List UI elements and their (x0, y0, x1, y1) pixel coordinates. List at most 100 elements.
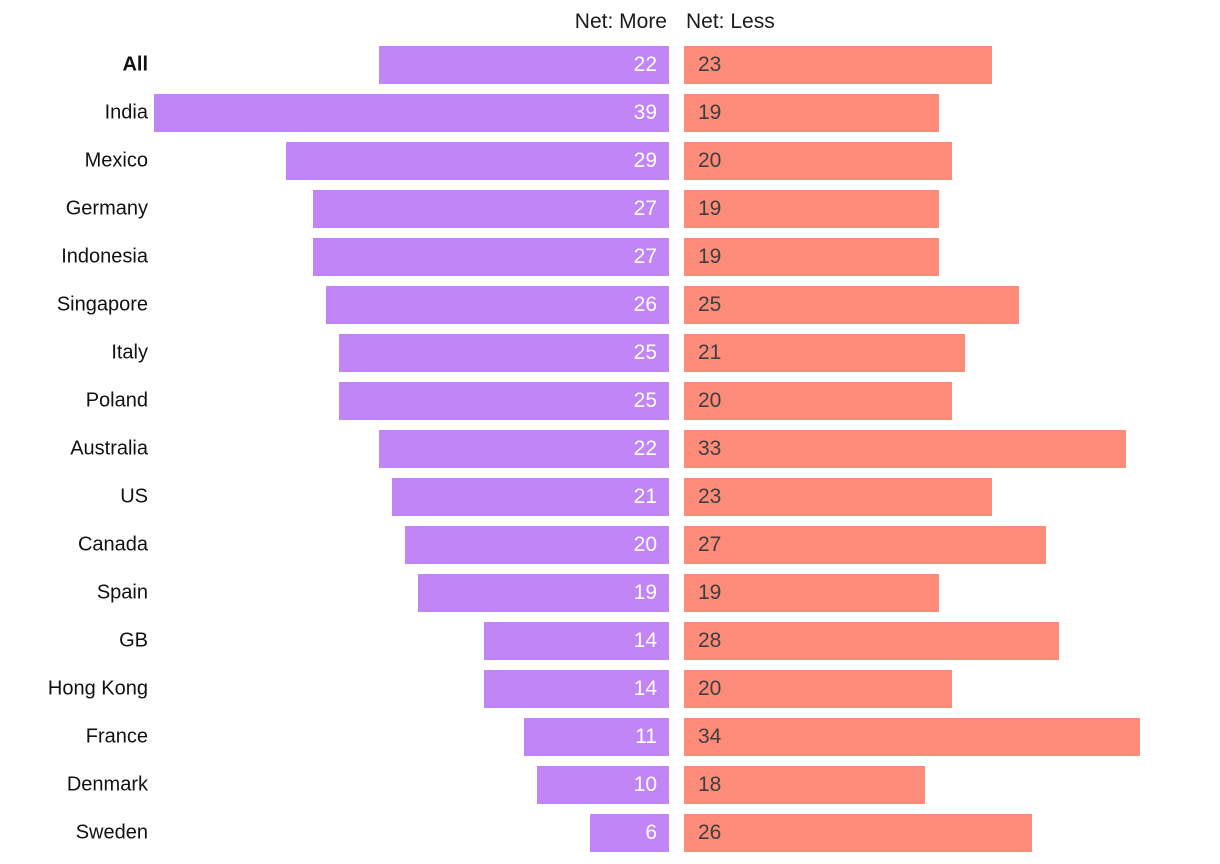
net-more-bar: 19 (418, 574, 669, 612)
chart-row: GB 14 28 (0, 617, 1220, 665)
chart-row: Poland 25 20 (0, 377, 1220, 425)
chart-row: Australia 22 33 (0, 425, 1220, 473)
net-more-column-header: Net: More (574, 10, 667, 33)
net-more-bar: 25 (339, 334, 669, 372)
net-less-value: 20 (698, 149, 722, 172)
chart-row: Denmark 10 18 (0, 761, 1220, 809)
net-more-value: 14 (633, 629, 657, 652)
net-less-value: 19 (698, 581, 722, 604)
net-more-value: 27 (633, 245, 657, 268)
net-more-bar: 11 (523, 718, 669, 756)
net-less-bar: 18 (684, 766, 926, 804)
row-label: Spain (96, 581, 148, 604)
net-more-value: 39 (633, 101, 657, 124)
net-less-value: 19 (698, 101, 722, 124)
row-label: Australia (70, 437, 148, 460)
net-less-bar: 26 (684, 814, 1033, 852)
net-less-value: 20 (698, 389, 722, 412)
net-less-value: 23 (698, 485, 722, 508)
net-more-value: 21 (633, 485, 657, 508)
row-label: Denmark (66, 773, 148, 796)
net-more-bar: 6 (589, 814, 669, 852)
chart-row: All 22 23 (0, 41, 1220, 89)
net-less-value: 28 (698, 629, 722, 652)
net-more-value: 22 (633, 53, 657, 76)
net-more-bar: 27 (312, 190, 669, 228)
net-less-value: 25 (698, 293, 722, 316)
chart-row: Germany 27 19 (0, 185, 1220, 233)
chart-row: Canada 20 27 (0, 521, 1220, 569)
row-label: Singapore (56, 293, 148, 316)
net-less-value: 21 (698, 341, 722, 364)
chart-row: France 11 34 (0, 713, 1220, 761)
net-more-bar: 22 (378, 46, 669, 84)
net-more-value: 19 (633, 581, 657, 604)
net-more-value: 27 (633, 197, 657, 220)
row-label: Indonesia (61, 245, 148, 268)
net-more-bar: 21 (391, 478, 669, 516)
row-label: All (122, 53, 148, 76)
row-label: Germany (65, 197, 148, 220)
net-more-bar: 10 (537, 766, 669, 804)
net-more-bar: 14 (484, 622, 669, 660)
row-label: Mexico (84, 149, 148, 172)
net-more-value: 11 (635, 725, 657, 748)
net-less-bar: 25 (684, 286, 1019, 324)
row-label: France (85, 725, 148, 748)
net-more-bar: 39 (154, 94, 669, 132)
chart-row: Hong Kong 14 20 (0, 665, 1220, 713)
row-label: US (120, 485, 148, 508)
net-less-bar: 27 (684, 526, 1046, 564)
chart-row: Sweden 6 26 (0, 809, 1220, 857)
row-label: GB (119, 629, 148, 652)
net-less-value: 20 (698, 677, 722, 700)
net-more-value: 22 (633, 437, 657, 460)
row-label: Sweden (75, 821, 148, 844)
net-less-column-header: Net: Less (686, 10, 775, 33)
net-more-bar: 25 (339, 382, 669, 420)
net-more-bar: 20 (405, 526, 669, 564)
row-label: Canada (77, 533, 148, 556)
net-less-value: 18 (698, 773, 722, 796)
net-less-bar: 23 (684, 478, 993, 516)
net-less-bar: 19 (684, 574, 939, 612)
net-more-bar: 26 (325, 286, 669, 324)
net-less-bar: 19 (684, 190, 939, 228)
net-more-value: 6 (645, 821, 657, 844)
net-less-bar: 20 (684, 142, 952, 180)
net-more-bar: 22 (378, 430, 669, 468)
net-more-value: 25 (633, 341, 657, 364)
net-less-value: 19 (698, 197, 722, 220)
net-less-bar: 28 (684, 622, 1060, 660)
net-less-bar: 34 (684, 718, 1140, 756)
chart-row: India 39 19 (0, 89, 1220, 137)
net-more-bar: 14 (484, 670, 669, 708)
net-more-value: 25 (633, 389, 657, 412)
net-less-bar: 19 (684, 94, 939, 132)
net-more-value: 29 (633, 149, 657, 172)
net-less-bar: 33 (684, 430, 1127, 468)
net-less-bar: 21 (684, 334, 966, 372)
net-less-bar: 20 (684, 382, 952, 420)
net-less-value: 19 (698, 245, 722, 268)
net-more-value: 14 (633, 677, 657, 700)
net-less-value: 34 (698, 725, 722, 748)
row-label: Italy (111, 341, 148, 364)
net-less-bar: 23 (684, 46, 993, 84)
chart-row: Spain 19 19 (0, 569, 1220, 617)
net-more-value: 26 (633, 293, 657, 316)
chart-row: Indonesia 27 19 (0, 233, 1220, 281)
net-more-bar: 27 (312, 238, 669, 276)
net-less-value: 27 (698, 533, 722, 556)
row-label: Poland (85, 389, 148, 412)
net-more-value: 10 (633, 773, 657, 796)
net-less-bar: 20 (684, 670, 952, 708)
net-more-value: 20 (633, 533, 657, 556)
net-less-value: 33 (698, 437, 722, 460)
net-less-bar: 19 (684, 238, 939, 276)
chart-row: Italy 25 21 (0, 329, 1220, 377)
chart-rows: All 22 23 India 39 19 Mexico 29 20 Germa… (0, 41, 1220, 857)
net-less-value: 23 (698, 53, 722, 76)
net-more-bar: 29 (286, 142, 669, 180)
